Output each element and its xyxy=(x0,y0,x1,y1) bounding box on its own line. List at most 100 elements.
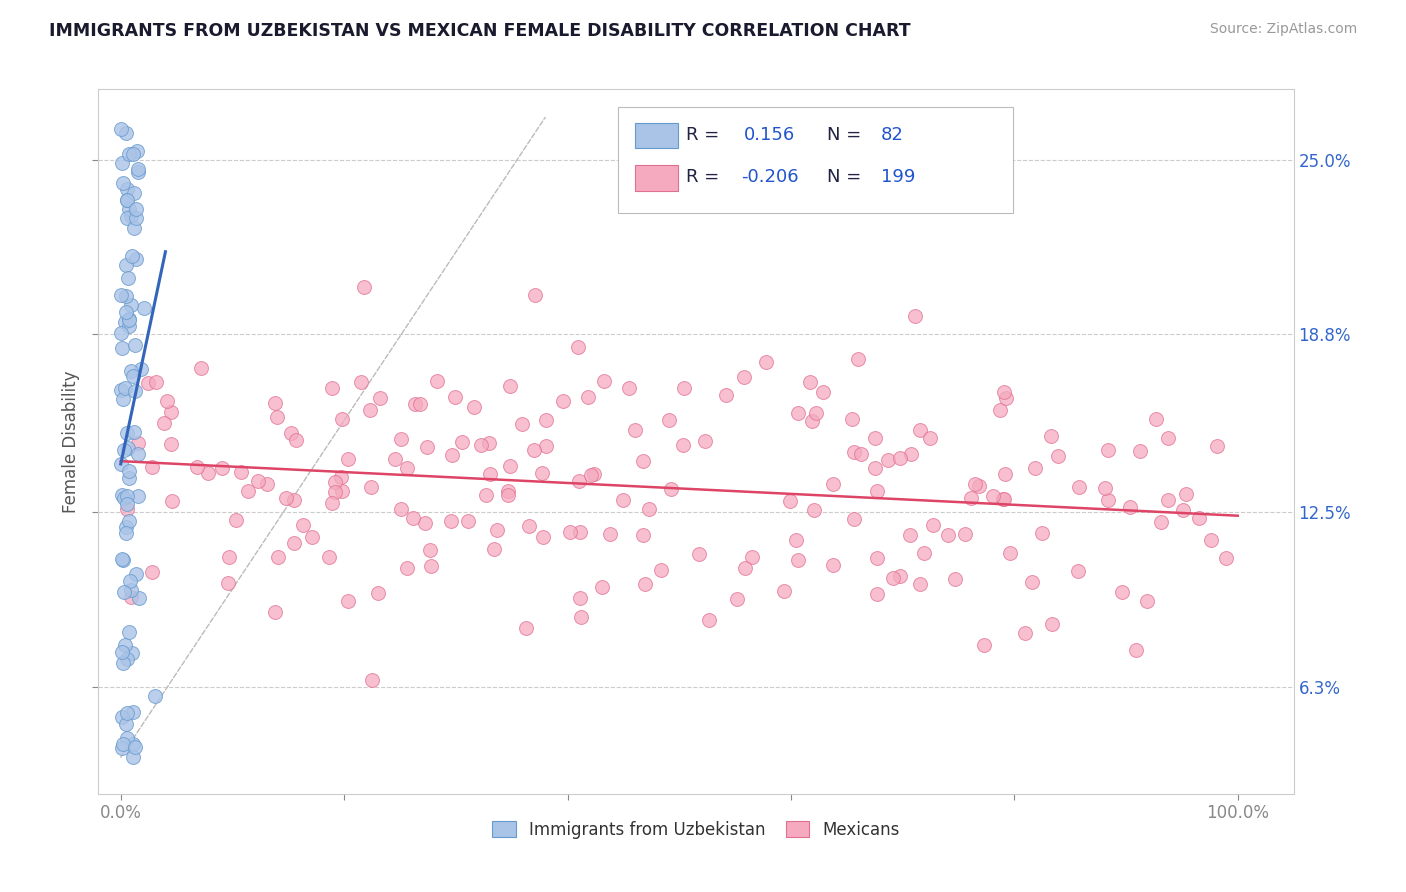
Point xyxy=(617,381,640,395)
Point xyxy=(329,470,352,484)
Point xyxy=(118,514,141,528)
Point xyxy=(1024,460,1046,475)
Point xyxy=(120,364,142,378)
Point xyxy=(994,467,1017,481)
Point xyxy=(111,392,134,406)
Point xyxy=(1119,500,1142,515)
Point xyxy=(112,443,135,458)
Point xyxy=(593,374,616,388)
Point xyxy=(479,467,502,482)
Point xyxy=(359,402,381,417)
Point xyxy=(197,466,219,480)
Point xyxy=(1040,429,1063,443)
Point xyxy=(211,461,233,475)
Point xyxy=(695,434,717,449)
Point xyxy=(1206,439,1229,453)
Point xyxy=(1000,546,1022,560)
Point xyxy=(274,491,297,506)
Text: R =: R = xyxy=(686,169,725,186)
Point xyxy=(995,392,1018,406)
Point xyxy=(115,520,138,534)
Point xyxy=(160,405,183,419)
Point xyxy=(811,384,834,399)
Point xyxy=(699,613,721,627)
Point xyxy=(1066,564,1088,578)
Point xyxy=(115,182,138,196)
Point xyxy=(1047,449,1070,463)
Point xyxy=(534,439,557,453)
Point xyxy=(283,493,305,508)
Point xyxy=(110,288,132,302)
Point xyxy=(599,526,621,541)
Point xyxy=(120,583,142,598)
Text: R =: R = xyxy=(686,126,725,144)
Point xyxy=(799,375,821,389)
Point xyxy=(1094,481,1116,495)
Point xyxy=(121,146,143,161)
Point xyxy=(523,442,546,457)
Point xyxy=(821,558,844,573)
Point xyxy=(367,586,389,600)
Point xyxy=(866,587,889,601)
Point xyxy=(125,202,148,217)
Point xyxy=(733,369,755,384)
Point xyxy=(118,311,141,326)
Point xyxy=(117,501,139,516)
Point xyxy=(127,165,149,179)
Point xyxy=(160,494,183,508)
Point xyxy=(190,361,212,376)
Point xyxy=(1144,411,1167,425)
Point xyxy=(117,441,139,455)
Point xyxy=(1125,643,1147,657)
Point xyxy=(404,396,426,410)
Point xyxy=(772,583,794,598)
Point xyxy=(360,480,382,494)
Point xyxy=(323,485,346,500)
Point xyxy=(1097,492,1119,507)
Point xyxy=(247,474,270,488)
Point xyxy=(638,502,661,516)
Point xyxy=(127,435,149,450)
Point xyxy=(478,436,501,450)
Point xyxy=(953,526,976,541)
Point xyxy=(889,569,911,583)
Point xyxy=(571,610,593,624)
Point xyxy=(688,547,710,561)
Point xyxy=(395,461,418,475)
Point xyxy=(876,453,898,467)
Point xyxy=(121,249,143,263)
Point xyxy=(332,411,354,425)
Point xyxy=(426,375,449,389)
Point xyxy=(1031,525,1053,540)
Point xyxy=(821,477,844,491)
Point xyxy=(138,376,160,390)
Point xyxy=(560,525,582,540)
Point xyxy=(993,384,1015,399)
Point xyxy=(114,381,136,395)
Point xyxy=(336,594,359,608)
Text: 0.156: 0.156 xyxy=(744,126,794,144)
Point xyxy=(581,467,603,482)
Point xyxy=(443,391,465,405)
Point xyxy=(122,368,145,383)
Point xyxy=(330,483,353,498)
Point xyxy=(1129,444,1152,458)
Point xyxy=(786,406,808,420)
Point xyxy=(523,287,546,301)
Point xyxy=(285,433,308,447)
Point xyxy=(114,305,136,319)
Text: -0.206: -0.206 xyxy=(741,169,799,186)
Point xyxy=(115,126,138,140)
Point xyxy=(122,705,145,719)
Point xyxy=(389,432,412,446)
Point xyxy=(112,657,135,671)
Point xyxy=(567,340,589,354)
Point xyxy=(384,451,406,466)
Point xyxy=(124,384,146,399)
Point xyxy=(127,161,149,176)
Point xyxy=(127,145,149,159)
Text: 199: 199 xyxy=(882,169,915,186)
Point xyxy=(402,511,425,525)
FancyBboxPatch shape xyxy=(636,123,678,148)
Point xyxy=(186,459,208,474)
